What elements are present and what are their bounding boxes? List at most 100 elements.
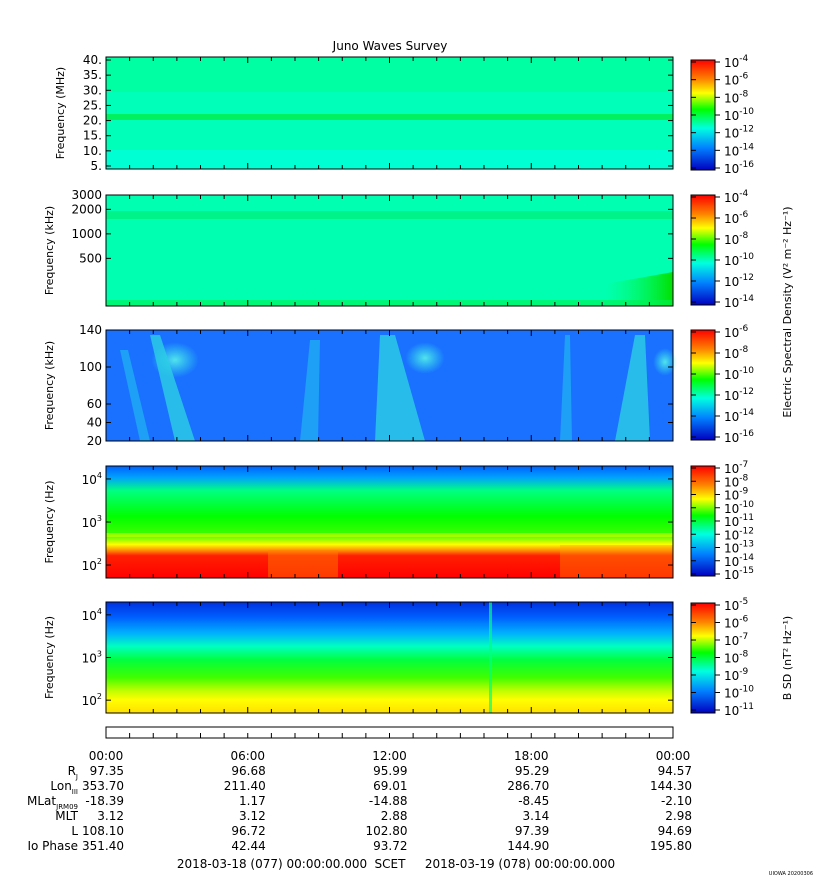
colorbar-tick-label: 10-14 bbox=[724, 294, 754, 310]
colorbar-tick-label: 10-6 bbox=[724, 72, 749, 88]
y-tick-label: 500 bbox=[79, 251, 102, 265]
emission-burst bbox=[405, 342, 445, 374]
y-tick-label: 103 bbox=[82, 650, 102, 666]
ephemeris-value: 2.88 bbox=[381, 809, 408, 823]
y-tick-label: 100 bbox=[79, 360, 102, 374]
spectrogram-lowfreq-emission bbox=[480, 272, 673, 306]
ephemeris-value: 94.69 bbox=[658, 824, 692, 838]
colorbar-tick-label: 10-8 bbox=[724, 89, 749, 105]
y-tick-label: 102 bbox=[82, 692, 102, 708]
y-tick-label: 2000 bbox=[71, 202, 102, 216]
ephemeris-table: 00:00 06:00 12:00 18:00 00:00 RJ 97.35 96.68 95.… bbox=[27, 749, 692, 853]
ephemeris-value: 96.68 bbox=[231, 764, 265, 778]
y-tick-label: 20 bbox=[87, 434, 102, 448]
y-axis-label: Frequency (kHz) bbox=[43, 341, 56, 430]
emission-burst bbox=[120, 350, 150, 441]
y-axis-label: Frequency (kHz) bbox=[43, 206, 56, 295]
x-tick-label: 00:00 bbox=[89, 749, 124, 763]
panel-hfr-low bbox=[106, 195, 673, 306]
electric-colorbar-label: Electric Spectral Density (V² m⁻² Hz⁻¹) bbox=[781, 206, 794, 417]
ephemeris-value: 94.57 bbox=[658, 764, 692, 778]
spectrogram-band bbox=[106, 533, 673, 537]
y-axis-label: Frequency (MHz) bbox=[54, 67, 67, 159]
colorbar-tick-label: 10-10 bbox=[724, 685, 754, 701]
colorbar-tick-label: 10-14 bbox=[724, 408, 754, 424]
ephemeris-value: 95.29 bbox=[515, 764, 549, 778]
y-tick-label: 60 bbox=[87, 397, 102, 411]
colorbar-tick-label: 10-12 bbox=[724, 526, 754, 542]
emission-burst bbox=[560, 335, 572, 441]
axes: 5.10.15.20. 25.30.35.40. Frequency (MHz) 10… bbox=[43, 53, 754, 738]
ephemeris-value: 97.39 bbox=[515, 824, 549, 838]
colorbar-tick-label: 10-9 bbox=[724, 667, 749, 683]
y-tick-label: 140 bbox=[79, 323, 102, 337]
ephemeris-value: 353.70 bbox=[82, 779, 124, 793]
emission-burst bbox=[375, 335, 425, 441]
y-tick-label: 104 bbox=[82, 607, 102, 623]
ephemeris-label: RJ bbox=[68, 764, 78, 781]
ephemeris-value: 93.72 bbox=[373, 839, 407, 853]
ephemeris-value: -18.39 bbox=[85, 794, 124, 808]
panel-lfr-low bbox=[106, 466, 673, 578]
colorbar-tick-label: 10-4 bbox=[724, 54, 749, 70]
colorbar-tick-label: 10-12 bbox=[724, 125, 754, 141]
colorbar-tick-label: 10-12 bbox=[724, 387, 754, 403]
ephemeris-value: 69.01 bbox=[373, 779, 407, 793]
chart-title: Juno Waves Survey bbox=[332, 39, 448, 53]
colorbar-tick-label: 10-7 bbox=[724, 632, 748, 648]
ephemeris-value: -14.88 bbox=[369, 794, 408, 808]
spectrogram-background bbox=[106, 466, 673, 578]
colorbar-tick-label: 10-9 bbox=[724, 487, 749, 503]
panel-magnetic bbox=[106, 602, 673, 713]
colorbar-tick-label: 10-14 bbox=[724, 553, 754, 569]
y-axis-label: Frequency (Hz) bbox=[43, 481, 56, 564]
ephemeris-value: 95.99 bbox=[373, 764, 407, 778]
colorbar-tick-label: 10-11 bbox=[724, 702, 754, 718]
spectrogram-background bbox=[106, 602, 673, 713]
y-tick-label: 40 bbox=[87, 416, 102, 430]
emission-bursts bbox=[120, 335, 677, 441]
y-tick-label: 10. bbox=[83, 144, 102, 158]
colorbar-tick-label: 10-10 bbox=[724, 252, 754, 268]
spectrogram-band-1700khz bbox=[106, 211, 673, 219]
ephemeris-label: L bbox=[71, 824, 78, 838]
spectrogram-band-21mhz bbox=[106, 114, 673, 120]
time-range-scet: SCET bbox=[375, 857, 407, 871]
x-tick-label: 12:00 bbox=[372, 749, 407, 763]
colorbar-tick-label: 10-8 bbox=[724, 473, 749, 489]
colorbar-tick-label: 10-11 bbox=[724, 513, 754, 529]
colorbar-tick-label: 10-10 bbox=[724, 107, 754, 123]
spectrogram-gap bbox=[268, 550, 338, 578]
ephemeris-value: 144.30 bbox=[650, 779, 692, 793]
spectrogram-gap bbox=[560, 545, 673, 578]
ephemeris-value: 195.80 bbox=[650, 839, 692, 853]
colorbar-tick-label: 10-10 bbox=[724, 366, 754, 382]
colorbar-tick-label: 10-5 bbox=[724, 597, 748, 613]
ephemeris-value: 1.17 bbox=[239, 794, 266, 808]
colorbar-tick-label: 10-8 bbox=[724, 231, 749, 247]
spectrogram-spike bbox=[489, 602, 492, 713]
colorbar-2 bbox=[690, 194, 716, 306]
panel-axes-lfr-high: 20 40 60 100 140 Frequency (kHz) 10-6 10-8 10-10… bbox=[43, 323, 754, 448]
ephemeris-value: 3.14 bbox=[523, 809, 550, 823]
magnetic-colorbar-label: B SD (nT² Hz⁻¹) bbox=[781, 616, 794, 700]
y-axis-label: Frequency (Hz) bbox=[43, 616, 56, 699]
emission-burst bbox=[150, 335, 195, 441]
colorbar-tick-label: 10-8 bbox=[724, 650, 749, 666]
ephemeris-value: 351.40 bbox=[82, 839, 124, 853]
panel-axes-lfr-low: 102 103 104 Frequency (Hz) 10-710-810-910-10… bbox=[43, 460, 754, 582]
panel-axes-hfr-high: 5.10.15.20. 25.30.35.40. Frequency (MHz) 10… bbox=[54, 53, 754, 176]
ephemeris-value: 102.80 bbox=[366, 824, 408, 838]
emission-burst bbox=[300, 340, 320, 441]
ephemeris-label: LonIII bbox=[50, 779, 78, 796]
colorbar-tick-label: 10-8 bbox=[724, 345, 749, 361]
ephemeris-value: 96.72 bbox=[231, 824, 265, 838]
ephemeris-value: -2.10 bbox=[661, 794, 692, 808]
y-tick-label: 25. bbox=[83, 98, 102, 112]
ephemeris-value: -8.45 bbox=[518, 794, 549, 808]
colorbar-tick-label: 10-13 bbox=[724, 540, 754, 556]
emission-burst bbox=[615, 335, 650, 441]
